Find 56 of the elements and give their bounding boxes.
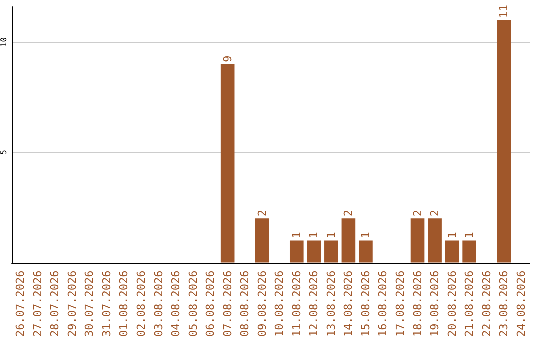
x-tick-label: 06.08.2026 <box>204 270 218 338</box>
x-tick-label: 05.08.2026 <box>186 270 200 338</box>
data-label: 1 <box>324 232 338 239</box>
x-tick-label: 21.08.2026 <box>463 270 476 338</box>
bar <box>307 240 322 263</box>
x-tick-label: 24.08.2026 <box>514 270 528 338</box>
x-tick-label: 23.08.2026 <box>498 270 511 338</box>
bar <box>359 240 373 263</box>
data-label: 2 <box>342 210 356 217</box>
x-tick-label: 28.07.2026 <box>48 270 62 338</box>
data-label: 1 <box>359 232 372 239</box>
bar <box>462 240 476 263</box>
bar <box>220 64 235 263</box>
x-tick-label: 18.08.2026 <box>411 270 424 338</box>
x-tick-label: 17.08.2026 <box>394 270 407 338</box>
bar <box>445 240 460 263</box>
x-tick-label: 09.08.2026 <box>256 270 269 338</box>
x-tick-label: 22.08.2026 <box>480 270 494 338</box>
x-tick-label: 26.07.2026 <box>14 270 28 338</box>
data-label: 11 <box>498 4 511 18</box>
x-tick-label: 19.08.2026 <box>428 270 442 338</box>
bar <box>255 218 270 263</box>
data-label: 1 <box>290 232 304 239</box>
x-tick-label: 01.08.2026 <box>118 270 131 338</box>
data-label: 2 <box>256 210 269 217</box>
x-tick-label: 20.08.2026 <box>446 270 459 338</box>
data-label: 1 <box>308 232 321 239</box>
x-tick-label: 11.08.2026 <box>290 270 304 338</box>
bar <box>324 240 338 263</box>
data-label: 2 <box>411 210 424 217</box>
data-label: 1 <box>446 232 459 239</box>
x-tick-label: 31.07.2026 <box>100 270 114 338</box>
y-tick-label: 5 <box>0 150 8 155</box>
x-tick-label: 14.08.2026 <box>342 270 356 338</box>
y-tick-label: 10 <box>0 37 8 48</box>
x-tick-label: 15.08.2026 <box>359 270 372 338</box>
x-tick-label: 03.08.2026 <box>152 270 166 338</box>
bar <box>410 218 425 263</box>
bar <box>428 218 442 263</box>
x-tick-label: 30.07.2026 <box>83 270 96 338</box>
data-label: 2 <box>428 210 442 217</box>
x-tick-label: 02.08.2026 <box>135 270 148 338</box>
x-tick-label: 10.08.2026 <box>273 270 286 338</box>
data-label: 1 <box>463 232 476 239</box>
x-tick-label: 29.07.2026 <box>66 270 79 338</box>
x-tick-label: 12.08.2026 <box>308 270 321 338</box>
bar <box>497 20 512 263</box>
bar <box>290 240 304 263</box>
x-tick-label: 08.08.2026 <box>238 270 252 338</box>
x-tick-label: 27.07.2026 <box>31 270 44 338</box>
data-label: 9 <box>221 56 234 62</box>
x-tick-label: 04.08.2026 <box>170 270 183 338</box>
x-tick-label: 16.08.2026 <box>376 270 390 338</box>
bar <box>342 218 356 263</box>
x-tick-label: 07.08.2026 <box>221 270 234 338</box>
x-tick-label: 13.08.2026 <box>324 270 338 338</box>
